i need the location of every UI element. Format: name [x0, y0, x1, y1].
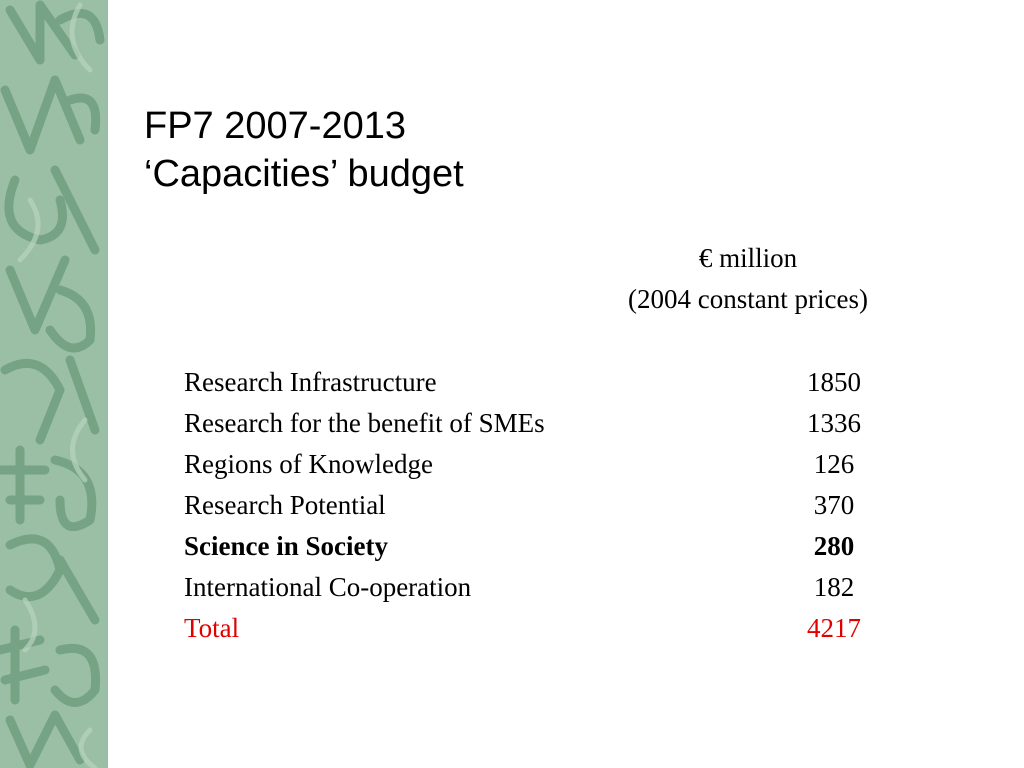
row-label: Research for the benefit of SMEs	[184, 408, 545, 438]
row-value: 280	[813, 531, 855, 561]
row-label: Research Potential	[184, 490, 386, 520]
row-label: Regions of Knowledge	[184, 449, 433, 479]
row-value: 126	[813, 449, 855, 479]
row-label: International Co-operation	[184, 572, 472, 602]
calligraphy-pattern-icon	[0, 0, 105, 768]
table-row: Research Infrastructure 1850	[184, 362, 884, 403]
decorative-side-band	[0, 0, 108, 768]
row-label: Research Infrastructure	[184, 367, 437, 397]
table-row: Research for the benefit of SMEs 1336	[184, 403, 884, 444]
row-value: 182	[813, 572, 855, 602]
slide-title: FP7 2007-2013 ‘Capacities’ budget	[144, 102, 464, 198]
budget-table: Research Infrastructure 1850 Research fo…	[184, 362, 884, 649]
table-row-total: Total 4217	[184, 608, 884, 649]
units-line-2: (2004 constant prices)	[628, 284, 868, 314]
total-value: 4217	[807, 613, 861, 643]
table-row-highlighted: Science in Society 280	[184, 526, 884, 567]
total-label: Total	[184, 613, 240, 643]
row-label: Science in Society	[184, 531, 388, 561]
title-line-2: ‘Capacities’ budget	[144, 153, 464, 195]
table-row: Research Potential 370	[184, 485, 884, 526]
table-row: Regions of Knowledge 126	[184, 444, 884, 485]
row-value: 1336	[807, 408, 861, 438]
row-value: 1850	[807, 367, 861, 397]
row-value: 370	[813, 490, 855, 520]
title-line-1: FP7 2007-2013	[144, 105, 406, 147]
units-caption: € million (2004 constant prices)	[580, 238, 916, 320]
units-line-1: € million	[698, 243, 798, 273]
table-row: International Co-operation 182	[184, 567, 884, 608]
